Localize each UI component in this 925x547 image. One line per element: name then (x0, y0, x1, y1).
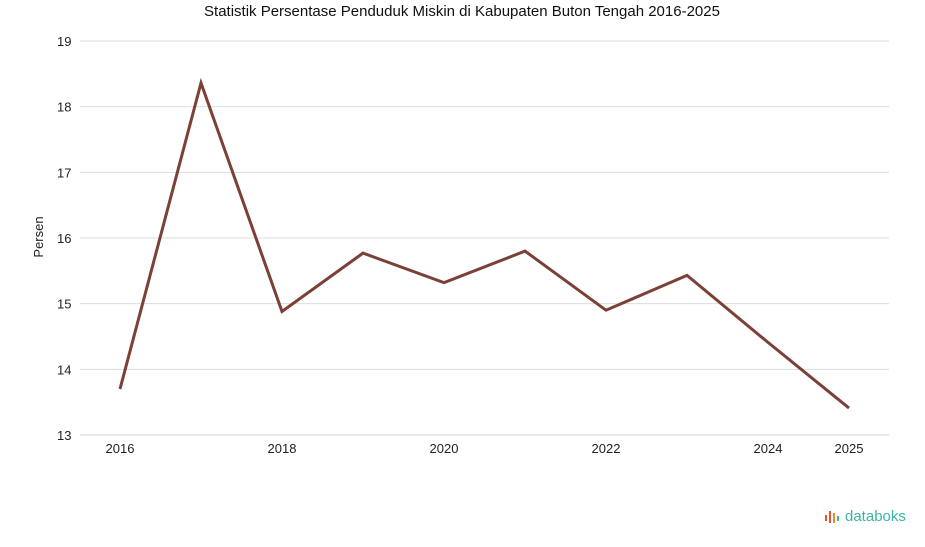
y-axis-label: Persen (31, 216, 46, 257)
y-tick-labels: 13 14 15 16 17 18 19 (57, 34, 71, 443)
brand-name: databoks (845, 508, 906, 525)
grid-lines (80, 40, 889, 436)
x-tick-label: 2022 (592, 441, 621, 456)
data-point[interactable] (843, 402, 855, 414)
y-tick-label: 15 (57, 297, 71, 312)
y-tick-label: 16 (57, 231, 71, 246)
x-tick-label: 2025 (835, 441, 864, 456)
data-point[interactable] (681, 269, 693, 281)
databoks-logo[interactable]: databoks (824, 508, 906, 525)
databoks-bars-icon (825, 510, 839, 523)
data-point[interactable] (519, 245, 531, 257)
x-tick-label: 2024 (754, 441, 783, 456)
chart-title: Statistik Persentase Penduduk Miskin di … (204, 3, 720, 20)
data-point[interactable] (762, 336, 774, 348)
y-tick-label: 17 (57, 165, 71, 180)
y-tick-label: 18 (57, 100, 71, 115)
data-point[interactable] (357, 247, 369, 259)
data-point[interactable] (276, 306, 288, 318)
x-tick-label: 2020 (430, 441, 459, 456)
y-tick-label: 14 (57, 362, 71, 377)
series-line (118, 77, 850, 410)
x-tick-label: 2018 (268, 441, 297, 456)
data-point[interactable] (114, 383, 126, 395)
y-tick-label: 19 (57, 34, 71, 49)
y-tick-label: 13 (57, 428, 71, 443)
x-tick-label: 2016 (106, 441, 135, 456)
data-point[interactable] (600, 304, 612, 316)
x-tick-labels: 2016 2018 2020 2022 2024 2025 (106, 441, 864, 456)
series-group (114, 77, 855, 414)
data-point[interactable] (195, 77, 207, 89)
data-point[interactable] (438, 277, 450, 289)
